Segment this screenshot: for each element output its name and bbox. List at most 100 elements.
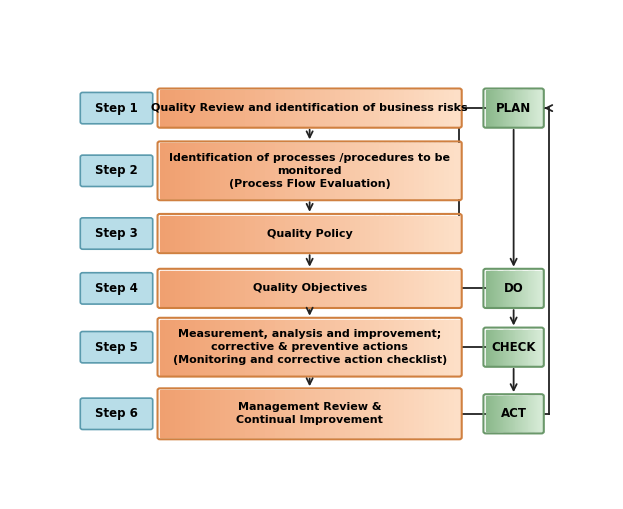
Bar [170, 216, 176, 251]
Bar [235, 390, 240, 437]
Bar [290, 271, 295, 306]
Bar [526, 271, 528, 306]
Bar [454, 144, 460, 199]
Bar [494, 271, 496, 306]
Bar [534, 329, 535, 365]
Bar [315, 144, 320, 199]
Bar [513, 396, 514, 432]
Bar [160, 390, 166, 437]
Text: Quality Policy: Quality Policy [267, 229, 353, 239]
Bar [444, 144, 450, 199]
Bar [384, 320, 390, 375]
Bar [493, 271, 495, 306]
Bar [493, 396, 495, 432]
Bar [300, 271, 305, 306]
Bar [170, 320, 176, 375]
Bar [541, 271, 542, 306]
Bar [419, 390, 425, 437]
Bar [295, 144, 300, 199]
Bar [190, 91, 196, 126]
Bar [394, 320, 400, 375]
Bar [285, 390, 290, 437]
Bar [210, 91, 216, 126]
Bar [190, 320, 196, 375]
Bar [335, 320, 340, 375]
Bar [532, 91, 533, 126]
Bar [290, 216, 295, 251]
Bar [255, 320, 260, 375]
Bar [515, 396, 517, 432]
Bar [535, 271, 536, 306]
Text: PLAN: PLAN [496, 102, 531, 115]
Bar [494, 91, 496, 126]
Bar [205, 320, 211, 375]
Bar [541, 91, 542, 126]
Bar [508, 396, 510, 432]
Bar [245, 216, 250, 251]
Bar [434, 91, 440, 126]
Bar [330, 91, 335, 126]
Bar [523, 396, 525, 432]
Bar [537, 396, 538, 432]
Bar [503, 91, 504, 126]
Bar [518, 271, 520, 306]
Bar [170, 390, 176, 437]
Bar [524, 91, 525, 126]
Bar [449, 216, 455, 251]
Bar [501, 91, 502, 126]
Text: Step 6: Step 6 [95, 407, 138, 420]
Bar [486, 91, 487, 126]
Bar [513, 329, 515, 365]
Bar [165, 144, 171, 199]
Bar [515, 329, 516, 365]
Bar [374, 320, 380, 375]
Bar [180, 144, 186, 199]
Bar [537, 91, 538, 126]
Bar [200, 390, 206, 437]
Bar [295, 320, 300, 375]
Bar [300, 144, 305, 199]
Bar [414, 390, 420, 437]
Bar [526, 329, 527, 365]
Bar [434, 216, 440, 251]
Bar [444, 320, 450, 375]
Bar [486, 329, 487, 365]
Bar [295, 91, 300, 126]
Bar [185, 216, 191, 251]
Bar [280, 320, 285, 375]
Text: CHECK: CHECK [492, 341, 536, 354]
Bar [516, 396, 518, 432]
Bar [525, 396, 526, 432]
Bar [250, 144, 255, 199]
Bar [506, 329, 508, 365]
Bar [330, 216, 335, 251]
Bar [490, 396, 491, 432]
Bar [505, 396, 506, 432]
Bar [513, 329, 514, 365]
Bar [507, 396, 508, 432]
Bar [539, 271, 540, 306]
Bar [225, 144, 231, 199]
Bar [513, 91, 515, 126]
Bar [530, 329, 531, 365]
Bar [495, 396, 497, 432]
Bar [280, 144, 285, 199]
Bar [434, 390, 440, 437]
Bar [516, 329, 518, 365]
Bar [345, 320, 350, 375]
Bar [330, 320, 335, 375]
Bar [454, 390, 460, 437]
Bar [240, 91, 245, 126]
Bar [160, 144, 166, 199]
Bar [305, 216, 310, 251]
Bar [389, 91, 395, 126]
Bar [505, 271, 506, 306]
Bar [175, 216, 181, 251]
Text: Measurement, analysis and improvement;
corrective & preventive actions
(Monitori: Measurement, analysis and improvement; c… [173, 329, 447, 365]
Bar [419, 320, 425, 375]
Bar [290, 320, 295, 375]
Bar [520, 396, 521, 432]
Bar [364, 390, 370, 437]
Bar [503, 271, 504, 306]
Bar [487, 396, 488, 432]
